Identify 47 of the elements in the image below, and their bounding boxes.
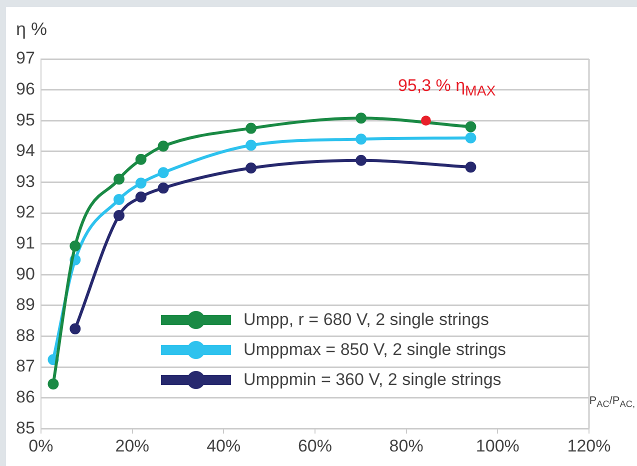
y-tick-label: 88	[16, 326, 35, 345]
y-tick-label: 87	[16, 356, 35, 376]
point	[114, 210, 125, 221]
legend-label: Umpp, r = 680 V, 2 single strings	[243, 310, 490, 330]
point	[246, 140, 257, 151]
point	[356, 134, 367, 145]
y-tick-label: 94	[16, 141, 35, 160]
x-tick-label: 0%	[28, 436, 54, 456]
y-tick-label: 86	[16, 387, 35, 406]
annotation: 95,3 % η$_{MAX}$	[398, 76, 496, 99]
point	[158, 140, 169, 152]
x-tick-label: 60%	[298, 436, 332, 456]
x-tick-label: 40%	[206, 436, 241, 456]
point	[70, 240, 81, 252]
y-axis-title: η %	[16, 19, 48, 40]
x-tick-label: 80%	[389, 436, 424, 456]
y-tick-label: 91	[16, 233, 35, 252]
point	[465, 162, 476, 173]
y-tick-label: 96	[16, 79, 35, 98]
y-tick-label: 92	[16, 202, 35, 222]
point	[135, 191, 146, 202]
legend-label: Umppmin = 360 V, 2 single strings	[243, 370, 502, 390]
point	[114, 194, 125, 205]
point	[356, 154, 367, 166]
point	[70, 323, 81, 334]
point	[356, 112, 367, 124]
point	[135, 178, 146, 189]
point	[114, 174, 125, 185]
legend-label: Umppmax = 850 V, 2 single strings	[243, 340, 506, 360]
point	[158, 182, 169, 194]
point	[48, 378, 59, 390]
x-axis-title: P$_{AC}$/P$_{AC,}$	[589, 394, 635, 409]
point	[465, 121, 476, 132]
point	[135, 154, 146, 165]
y-tick-label: 95	[16, 110, 35, 130]
x-tick-label: 100%	[476, 436, 520, 456]
x-tick-label: 20%	[115, 436, 150, 456]
y-tick-label: 93	[16, 172, 35, 191]
point	[158, 167, 169, 178]
x-tick-label: 120%	[567, 436, 611, 456]
y-tick-label: 85	[16, 418, 35, 438]
point	[246, 122, 257, 134]
point	[246, 162, 257, 174]
y-tick-label: 89	[16, 295, 35, 314]
y-tick-label: 90	[16, 264, 35, 284]
point	[465, 132, 476, 144]
y-tick-label: 97	[16, 48, 35, 68]
